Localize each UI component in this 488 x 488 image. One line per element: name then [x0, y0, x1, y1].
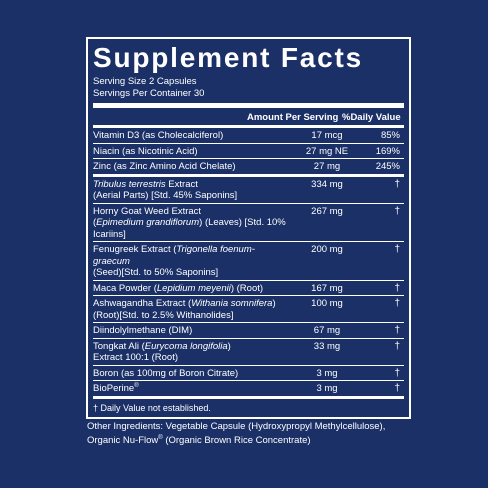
ingredient-row: Maca Powder (Lepidium meyenii) (Root) 16… — [93, 281, 404, 296]
nutrient-row: Zinc (as Zinc Amino Acid Chelate) 27 mg … — [93, 159, 404, 174]
ingredient-dv: † — [394, 205, 400, 217]
ingredient-row: Ashwagandha Extract (Withania somnifera)… — [93, 296, 404, 322]
nutrient-name: Zinc (as Zinc Amino Acid Chelate) — [93, 161, 236, 172]
ingredient-dv: † — [394, 383, 400, 394]
ingredient-row: Boron (as 100mg of Boron Citrate) 3 mg † — [93, 366, 404, 381]
ingredient-row: BioPerine® 3 mg † — [93, 381, 404, 396]
ingredient-name: BioPerine® — [93, 382, 139, 394]
ingredient-row: Tribulus terrestris Extract (Aerial Parts… — [93, 177, 404, 203]
row-divider — [93, 380, 404, 381]
nutrient-name: Vitamin D3 (as Cholecalciferol) — [93, 130, 224, 141]
amount-header: Amount Per Serving — [247, 112, 339, 123]
ingredient-name: Tongkat Ali (Eurycoma longifolia) Extract… — [93, 340, 231, 364]
ingredient-amount: 334 mg — [311, 178, 343, 190]
nutrient-amount: 27 mg — [313, 161, 341, 172]
ingredient-amount: 33 mg — [313, 340, 341, 352]
other-ingredients: Other Ingredients: Vegetable Capsule (Hy… — [87, 421, 386, 446]
row-divider — [93, 202, 404, 204]
ingredient-amount: 67 mg — [313, 325, 341, 336]
footnote: † Daily Value not established. — [93, 402, 211, 413]
row-divider — [93, 337, 404, 339]
nutrient-amount: 27 mg NE — [305, 145, 349, 157]
dv-header: %Daily Value — [342, 112, 401, 123]
ingredient-amount: 167 mg — [311, 282, 343, 294]
column-header: Amount Per Serving %Daily Value — [93, 108, 404, 125]
ingredient-dv: † — [394, 244, 400, 255]
thick-divider — [93, 103, 404, 108]
ingredient-name: Maca Powder (Lepidium meyenii) (Root) — [93, 282, 264, 294]
nutrient-dv: 169% — [375, 145, 400, 157]
ingredient-row: Diindolylmethane (DIM) 67 mg † — [93, 323, 404, 338]
ingredient-amount: 267 mg — [311, 205, 343, 217]
row-divider — [93, 158, 404, 159]
nutrient-dv: 245% — [375, 161, 400, 172]
supplement-facts-panel: Supplement Facts Serving Size 2 Capsules… — [86, 37, 411, 419]
servings-per-container: Servings Per Container 30 — [93, 88, 205, 99]
ingredient-dv: † — [394, 282, 400, 294]
ingredient-name: Fenugreek Extract (Trigonella foenum-gra… — [93, 244, 255, 278]
row-divider — [93, 322, 404, 323]
ingredient-amount: 3 mg — [316, 383, 338, 394]
ingredient-row: Tongkat Ali (Eurycoma longifolia) Extract… — [93, 339, 404, 365]
ingredient-name: Tribulus terrestris Extract (Aerial Parts… — [93, 178, 238, 202]
ingredient-name: Diindolylmethane (DIM) — [93, 325, 193, 336]
row-divider — [93, 241, 404, 242]
ingredient-name: Boron (as 100mg of Boron Citrate) — [93, 367, 239, 379]
ingredient-dv: † — [394, 340, 400, 352]
panel-title: Supplement Facts — [93, 42, 363, 73]
row-divider — [93, 364, 404, 366]
ingredient-dv: † — [394, 367, 400, 379]
ingredient-dv: † — [394, 325, 400, 336]
nutrient-dv: 85% — [380, 130, 400, 141]
ingredient-dv: † — [394, 178, 400, 190]
ingredient-name: Horny Goat Weed Extract (Epimedium grandi… — [93, 205, 286, 240]
ingredient-amount: 100 mg — [311, 298, 343, 309]
ingredient-amount: 200 mg — [311, 244, 343, 255]
nutrient-name: Niacin (as Nicotinic Acid) — [93, 145, 198, 157]
ingredient-amount: 3 mg — [316, 367, 338, 379]
ingredient-row: Fenugreek Extract (Trigonella foenum-gra… — [93, 242, 404, 280]
nutrient-row: Vitamin D3 (as Cholecalciferol) 17 mcg 8… — [93, 128, 404, 143]
ingredient-row: Horny Goat Weed Extract (Epimedium grandi… — [93, 204, 404, 242]
nutrient-row: Niacin (as Nicotinic Acid) 27 mg NE 169% — [93, 144, 404, 159]
nutrient-amount: 17 mcg — [311, 130, 343, 141]
row-divider — [93, 279, 404, 281]
bottom-divider — [93, 395, 404, 399]
ingredient-name: Ashwagandha Extract (Withania somnifera)… — [93, 298, 276, 321]
ingredient-dv: † — [394, 298, 400, 309]
row-divider — [93, 295, 404, 296]
header-divider — [93, 125, 404, 128]
serving-size: Serving Size 2 Capsules — [93, 76, 197, 87]
section-divider — [93, 173, 404, 177]
row-divider — [93, 142, 404, 144]
